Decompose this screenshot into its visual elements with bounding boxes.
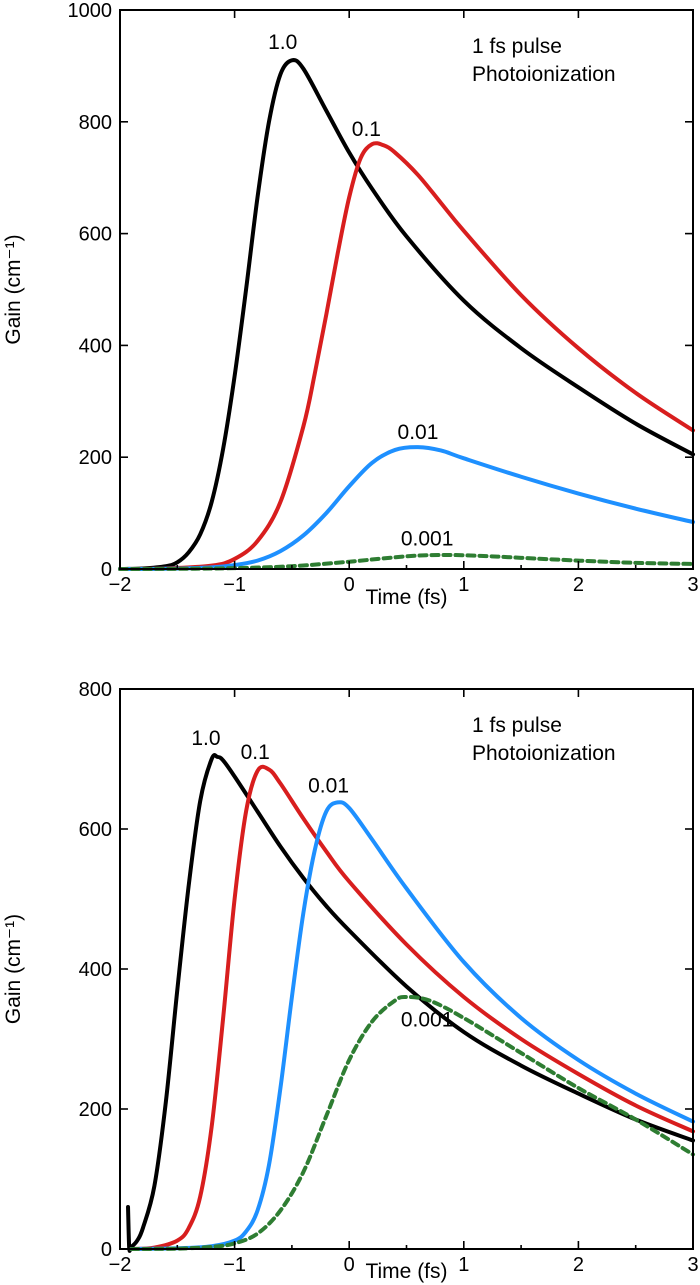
- annotation-line-2-2: Photoionization: [472, 742, 616, 765]
- x-tick-label-2-4: 1: [458, 1254, 469, 1276]
- x-tick-label-1-4: 1: [458, 574, 469, 596]
- y-tick-label-1-5: 800: [79, 112, 112, 134]
- y-tick-label-2-2: 200: [79, 1099, 112, 1121]
- x-tick-label-1-1: −2: [109, 574, 132, 596]
- series-line-2-2: [129, 764, 695, 1251]
- plot-frame-1: [119, 9, 694, 570]
- x-tick-label-2-2: −1: [223, 1254, 246, 1276]
- y-tick-label-1-1: 0: [101, 559, 112, 581]
- series-line-1-2: [118, 141, 695, 571]
- series-label-2-2: 0.1: [241, 741, 270, 764]
- y-axis-label-2: Gain (cm⁻¹): [2, 914, 25, 1024]
- annotation-line-1-2: Photoionization: [472, 63, 616, 86]
- x-axis-label-2: Time (fs): [365, 1260, 447, 1283]
- y-tick-label-1-4: 600: [79, 224, 112, 246]
- chart-panel-1: 1.0 0.1 0.01 0.001 −2 −1 0 1 2 3 0 200 400 600 800 1000…: [2, 0, 699, 609]
- x-tick-label-1-6: 3: [687, 574, 698, 596]
- series-label-2-3: 0.01: [308, 775, 349, 798]
- x-tick-label-2-5: 2: [573, 1254, 584, 1276]
- x-axis-label-1: Time (fs): [365, 586, 447, 609]
- series-label-1-4: 0.001: [401, 528, 454, 551]
- annotation-line-2-1: 1 fs pulse: [472, 714, 562, 737]
- annotation-line-1-1: 1 fs pulse: [472, 35, 562, 58]
- y-tick-label-1-6: 1000: [68, 0, 113, 22]
- x-tick-label-2-3: 0: [344, 1254, 355, 1276]
- x-tick-label-1-5: 2: [573, 574, 584, 596]
- y-axis-label-1: Gain (cm⁻¹): [2, 234, 25, 344]
- y-tick-label-2-3: 400: [79, 959, 112, 981]
- y-tick-label-2-1: 0: [101, 1239, 112, 1261]
- y-tick-label-2-4: 600: [79, 819, 112, 841]
- y-tick-label-1-3: 400: [79, 335, 112, 357]
- series-label-1-3: 0.01: [398, 421, 439, 444]
- series-label-1-1: 1.0: [268, 31, 297, 54]
- series-label-2-1: 1.0: [191, 727, 220, 750]
- chart-panel-2: 1.0 0.1 0.01 0.001 −2 −1 0 1 2 3 0 200 400 600 800 Time…: [2, 679, 699, 1283]
- x-tick-label-2-6: 3: [687, 1254, 698, 1276]
- series-label-1-2: 0.1: [352, 118, 381, 141]
- series-line-2-4: [129, 994, 695, 1251]
- series-line-2-3: [129, 800, 695, 1251]
- series-line-2-1: [126, 753, 695, 1253]
- series-line-1-1: [118, 58, 695, 571]
- series-label-2-4: 0.001: [401, 1008, 454, 1031]
- y-tick-label-2-5: 800: [79, 679, 112, 701]
- x-tick-label-1-3: 0: [344, 574, 355, 596]
- y-tick-label-1-2: 200: [79, 447, 112, 469]
- series-line-1-3: [118, 445, 695, 571]
- x-tick-label-1-2: −1: [223, 574, 246, 596]
- x-tick-label-2-1: −2: [109, 1254, 132, 1276]
